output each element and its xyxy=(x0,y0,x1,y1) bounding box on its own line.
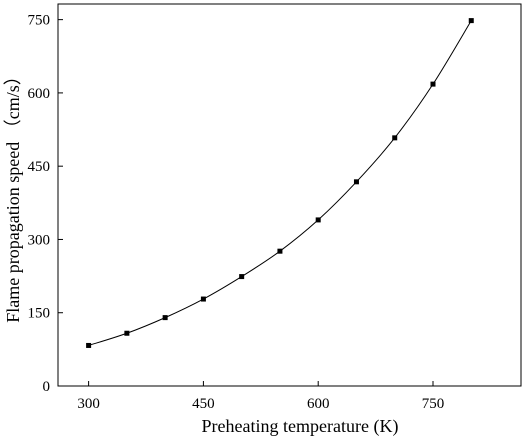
x-axis-ticks: 300 450 600 750 xyxy=(77,381,444,412)
x-tick-label: 450 xyxy=(192,396,215,412)
y-tick-label: 750 xyxy=(28,13,51,29)
y-axis-ticks: 0 150 300 450 600 750 xyxy=(28,13,63,395)
y-tick-label: 600 xyxy=(28,86,51,102)
y-axis-title: Flame propagation speed （cm/s） xyxy=(3,67,23,322)
data-points xyxy=(86,18,474,348)
series-line xyxy=(88,20,472,346)
y-tick-label: 450 xyxy=(28,159,51,175)
x-tick-label: 750 xyxy=(422,396,445,412)
y-tick-label: 150 xyxy=(28,306,51,322)
data-point xyxy=(430,81,436,87)
y-tick-label: 0 xyxy=(43,379,51,395)
x-tick-label: 600 xyxy=(307,396,330,412)
data-point xyxy=(200,296,206,302)
plot-frame xyxy=(57,3,522,387)
data-point xyxy=(277,248,283,254)
y-tick-label: 300 xyxy=(28,232,51,248)
x-axis-title: Preheating temperature (K) xyxy=(202,416,399,437)
data-point xyxy=(315,217,321,223)
data-point xyxy=(86,342,92,348)
x-tick-label: 300 xyxy=(77,396,100,412)
data-point xyxy=(124,330,130,336)
data-point xyxy=(392,135,398,141)
data-point xyxy=(162,315,168,321)
data-point xyxy=(239,274,245,280)
data-point xyxy=(468,18,474,24)
data-point xyxy=(353,179,359,185)
